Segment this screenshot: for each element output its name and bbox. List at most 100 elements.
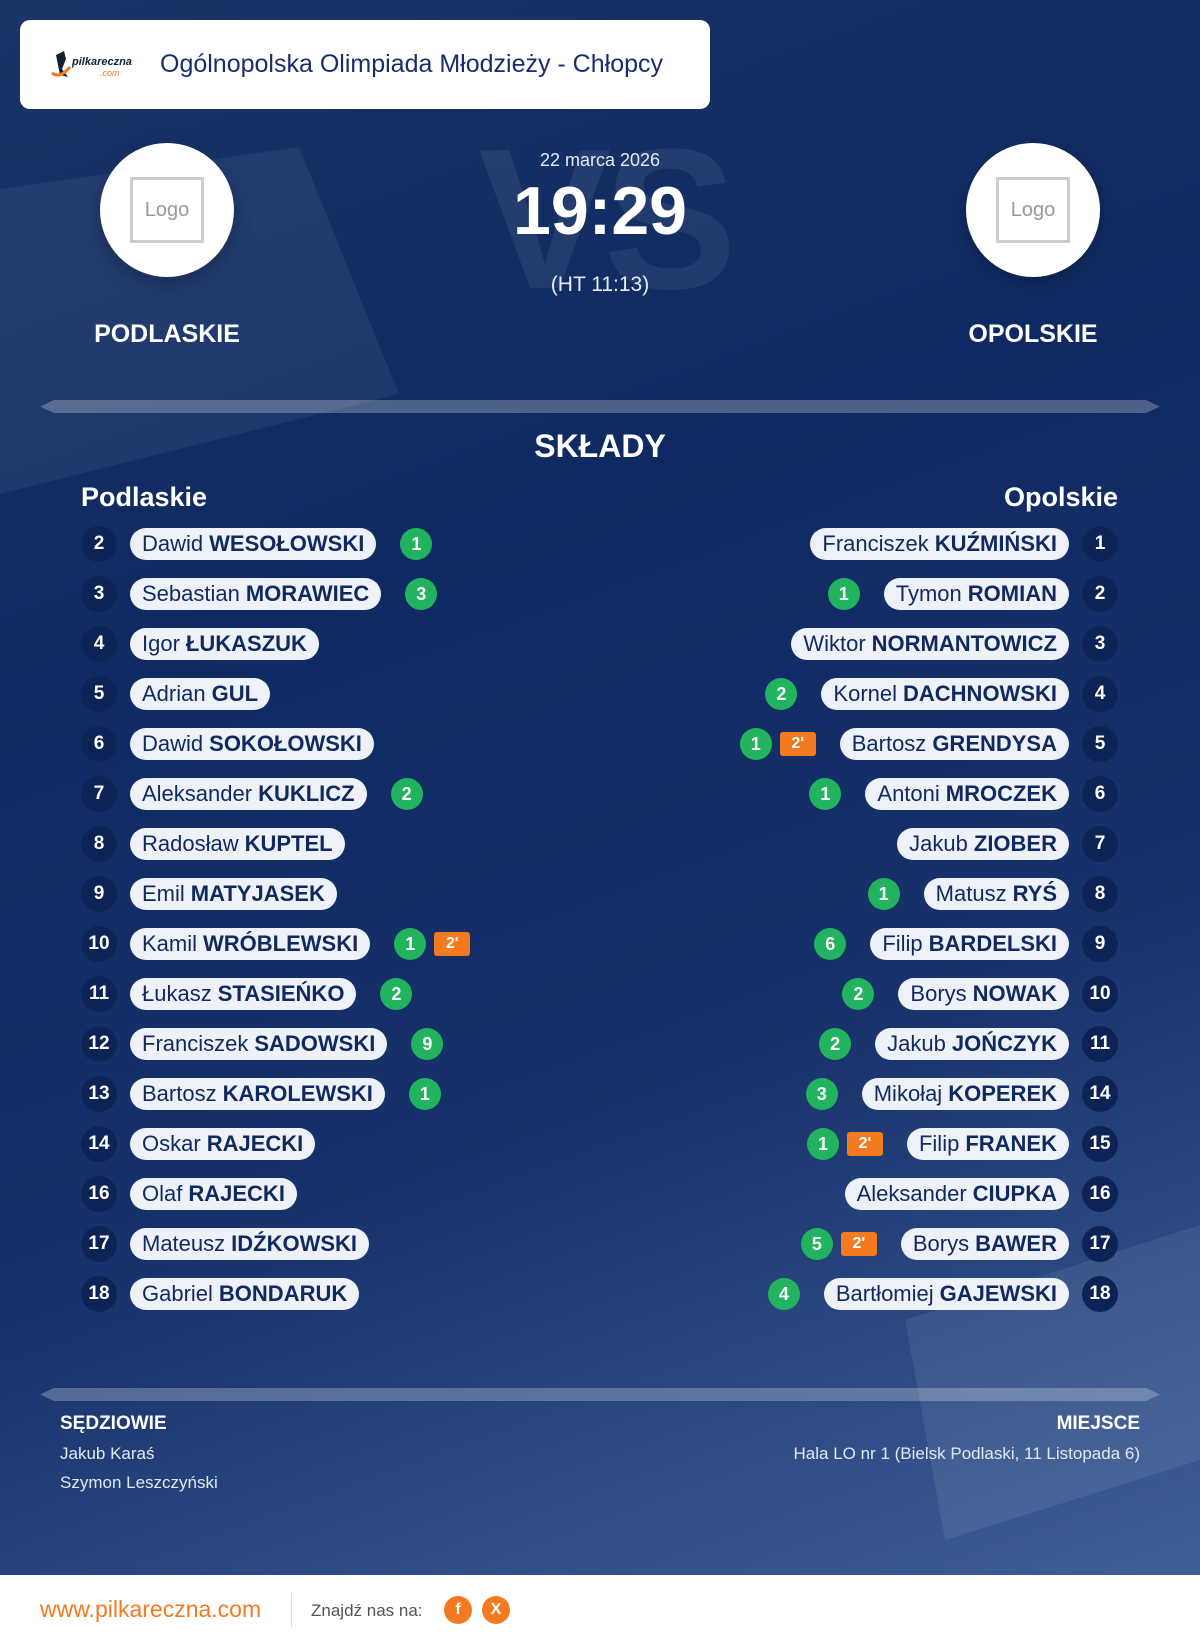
player-first-name: Filip — [882, 931, 923, 956]
player-row: 1 2' Bartosz GRENDYSA 5 — [739, 726, 1118, 762]
suspension-badge: 2' — [846, 1132, 883, 1156]
lineups-title: SKŁADY — [534, 428, 666, 464]
player-name[interactable]: Dawid SOKOŁOWSKI — [130, 728, 374, 760]
player-first-name: Sebastian — [142, 581, 240, 606]
player-name[interactable]: Filip FRANEK — [906, 1128, 1069, 1160]
goals-badge: 4 — [767, 1278, 800, 1310]
player-last-name: RAJECKI — [206, 1131, 304, 1156]
referees-title: SĘDZIOWIE — [60, 1413, 167, 1434]
player-last-name: FRANEK — [965, 1131, 1057, 1156]
website-link[interactable]: www.pilkareczna.com — [40, 1596, 262, 1622]
player-name[interactable]: Adrian GUL — [130, 678, 271, 710]
player-name[interactable]: Filip BARDELSKI — [870, 928, 1069, 960]
player-row: 10 Kamil WRÓBLEWSKI 1 2' — [81, 926, 471, 962]
player-first-name: Franciszek — [822, 531, 929, 556]
suspension-badge: 2' — [434, 932, 471, 956]
x-icon[interactable]: X — [482, 1596, 510, 1624]
player-stats: 6 — [814, 928, 847, 960]
shirt-number: 7 — [81, 776, 117, 812]
player-first-name: Antoni — [877, 781, 940, 806]
player-row: 2 Dawid WESOŁOWSKI 1 — [81, 526, 433, 562]
player-name[interactable]: Radosław KUPTEL — [130, 828, 345, 860]
player-name[interactable]: Wiktor NORMANTOWICZ — [791, 628, 1069, 660]
player-name[interactable]: Borys BAWER — [900, 1228, 1069, 1260]
player-row: 3 Mikołaj KOPEREK 14 — [805, 1076, 1118, 1112]
player-first-name: Gabriel — [142, 1281, 213, 1306]
player-last-name: KOPEREK — [948, 1081, 1057, 1106]
shirt-number: 16 — [81, 1176, 117, 1212]
shirt-number: 16 — [1082, 1176, 1118, 1212]
player-name[interactable]: Bartosz KAROLEWSKI — [130, 1078, 385, 1110]
player-last-name: GUL — [211, 681, 259, 706]
player-row: 5 Adrian GUL — [81, 676, 271, 712]
find-us-label: Znajdź nas na: — [311, 1601, 423, 1620]
player-last-name: DACHNOWSKI — [903, 681, 1057, 706]
player-name[interactable]: Sebastian MORAWIEC — [130, 578, 382, 610]
away-team-logo: Logo — [966, 143, 1100, 277]
player-name[interactable]: Bartosz GRENDYSA — [839, 728, 1069, 760]
player-name[interactable]: Łukasz STASIEŃKO — [130, 978, 357, 1010]
player-name[interactable]: Olaf RAJECKI — [130, 1178, 297, 1210]
player-name[interactable]: Antoni MROCZEK — [865, 778, 1069, 810]
suspension-badge: 2' — [840, 1232, 877, 1256]
shirt-number: 13 — [81, 1076, 117, 1112]
home-team-logo: Logo — [100, 143, 234, 277]
player-name[interactable]: Bartłomiej GAJEWSKI — [823, 1278, 1069, 1310]
shirt-number: 3 — [1082, 626, 1118, 662]
player-name[interactable]: Franciszek KUŹMIŃSKI — [810, 528, 1069, 560]
player-last-name: KAROLEWSKI — [222, 1081, 373, 1106]
player-stats: 2 — [842, 978, 875, 1010]
player-name[interactable]: Mikołaj KOPEREK — [861, 1078, 1069, 1110]
brand-logo[interactable]: pilkareczna .com — [50, 45, 140, 85]
player-name[interactable]: Jakub ZIOBER — [897, 828, 1069, 860]
logo-placeholder: Logo — [130, 177, 204, 243]
player-name[interactable]: Tymon ROMIAN — [883, 578, 1069, 610]
goals-badge: 6 — [814, 928, 847, 960]
shirt-number: 18 — [1082, 1276, 1118, 1312]
player-name[interactable]: Jakub JOŃCZYK — [875, 1028, 1069, 1060]
player-first-name: Łukasz — [142, 981, 212, 1006]
player-last-name: RYŚ — [1012, 881, 1057, 906]
divider — [40, 1388, 1160, 1401]
player-first-name: Dawid — [142, 531, 204, 556]
player-name[interactable]: Franciszek SADOWSKI — [130, 1028, 388, 1060]
venue-text: Hala LO nr 1 (Bielsk Podlaski, 11 Listop… — [793, 1444, 1140, 1463]
player-row: Franciszek KUŹMIŃSKI 1 — [810, 526, 1118, 562]
player-row: 2 Jakub JOŃCZYK 11 — [819, 1026, 1118, 1062]
halftime-score: (HT 11:13) — [550, 273, 650, 296]
player-stats: 5 2' — [800, 1228, 877, 1260]
facebook-icon[interactable]: f — [444, 1596, 472, 1624]
player-row: 11 Łukasz STASIEŃKO 2 — [81, 976, 413, 1012]
player-first-name: Kornel — [833, 681, 897, 706]
player-name[interactable]: Kornel DACHNOWSKI — [821, 678, 1069, 710]
player-row: 1 2' Filip FRANEK 15 — [806, 1126, 1118, 1162]
match-date: 22 marca 2026 — [539, 150, 661, 170]
shirt-number: 7 — [1082, 826, 1118, 862]
player-name[interactable]: Oskar RAJECKI — [130, 1128, 316, 1160]
player-last-name: GAJEWSKI — [939, 1281, 1057, 1306]
shirt-number: 15 — [1082, 1126, 1118, 1162]
player-name[interactable]: Aleksander KUKLICZ — [130, 778, 367, 810]
player-stats: 9 — [411, 1028, 444, 1060]
player-last-name: KUŹMIŃSKI — [934, 531, 1057, 556]
player-last-name: NORMANTOWICZ — [871, 631, 1057, 656]
player-name[interactable]: Aleksander CIUPKA — [844, 1178, 1069, 1210]
player-last-name: BONDARUK — [218, 1281, 348, 1306]
player-first-name: Bartosz — [142, 1081, 217, 1106]
player-name[interactable]: Matusz RYŚ — [923, 878, 1069, 910]
player-first-name: Oskar — [142, 1131, 201, 1156]
player-name[interactable]: Kamil WRÓBLEWSKI — [130, 928, 371, 960]
player-name[interactable]: Igor ŁUKASZUK — [130, 628, 319, 660]
player-name[interactable]: Borys NOWAK — [898, 978, 1069, 1010]
svg-text:pilkareczna: pilkareczna — [71, 56, 132, 68]
player-row: 18 Gabriel BONDARUK — [81, 1276, 360, 1312]
goals-badge: 2 — [842, 978, 875, 1010]
goals-badge: 2 — [380, 978, 413, 1010]
player-name[interactable]: Gabriel BONDARUK — [130, 1278, 360, 1310]
player-first-name: Radosław — [142, 831, 239, 856]
player-name[interactable]: Dawid WESOŁOWSKI — [130, 528, 377, 560]
player-name[interactable]: Emil MATYJASEK — [130, 878, 337, 910]
player-name[interactable]: Mateusz IDŹKOWSKI — [130, 1228, 370, 1260]
player-stats: 2 — [390, 778, 423, 810]
player-row: 5 2' Borys BAWER 17 — [800, 1226, 1118, 1262]
